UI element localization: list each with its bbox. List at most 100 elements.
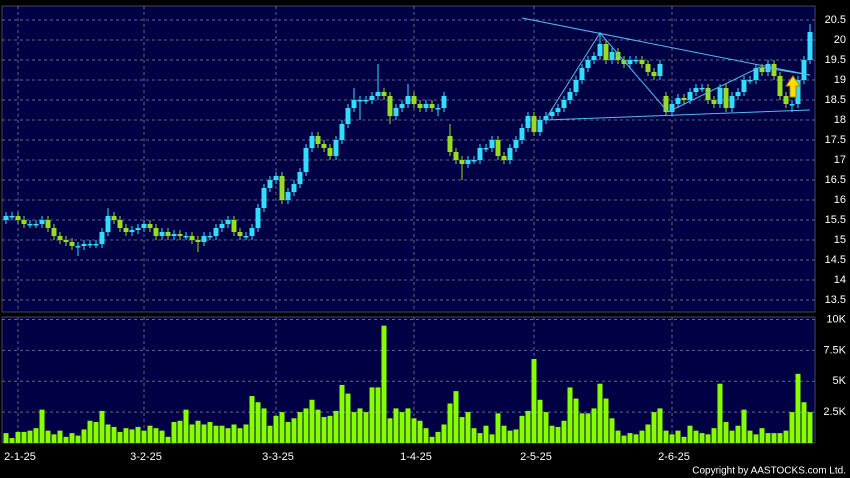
volume-bar	[519, 415, 525, 443]
candle-body	[597, 44, 603, 56]
candle-body	[711, 100, 717, 104]
candle-body	[507, 148, 513, 160]
candle-body	[321, 144, 327, 148]
volume-bar	[81, 429, 87, 443]
candle-body	[723, 88, 729, 108]
candle-body	[231, 220, 237, 232]
candle-body	[339, 124, 345, 140]
volume-bar	[435, 431, 441, 443]
candle-body	[309, 136, 315, 148]
candle-body	[537, 120, 543, 132]
candle-body	[621, 60, 627, 64]
candle-body	[195, 240, 201, 242]
candle-body	[453, 152, 459, 160]
volume-bar	[543, 412, 549, 443]
y-tick-label: 19	[834, 74, 846, 86]
candle-body	[477, 148, 483, 160]
grid: 13.5 14 14.5 15 15.5 16 16.5 17 17.5 18 18.5 19 19.5…	[2, 6, 847, 463]
volume-bar	[585, 413, 591, 443]
candle-body	[465, 160, 471, 164]
volume-bar	[381, 325, 387, 443]
volume-bar	[99, 410, 105, 443]
candle-body	[21, 220, 27, 224]
volume-bar	[771, 433, 777, 443]
volume-bar	[375, 387, 381, 443]
candle-body	[489, 140, 495, 148]
volume-bar	[279, 412, 285, 443]
candle-body	[75, 246, 81, 248]
candle-body	[189, 236, 195, 240]
x-tick-label: 1-4-25	[400, 451, 432, 463]
candle-body	[513, 140, 519, 148]
candle-body	[279, 176, 285, 200]
candle-body	[429, 104, 435, 108]
candle-body	[585, 60, 591, 68]
candle-body	[291, 184, 297, 192]
volume-bar	[27, 430, 33, 443]
candle-body	[357, 100, 363, 102]
candle-body	[201, 236, 207, 242]
candle-body	[51, 228, 57, 236]
candle-body	[657, 64, 663, 76]
volume-bar	[111, 426, 117, 443]
volume-bar	[447, 403, 453, 443]
candle-body	[483, 148, 489, 150]
volume-bar	[363, 412, 369, 443]
trend-line	[521, 17, 811, 76]
volume-bar	[537, 399, 543, 443]
volume-bar	[285, 422, 291, 443]
volume-bar	[369, 387, 375, 443]
volume-bar	[51, 434, 57, 443]
volume-bar	[651, 412, 657, 443]
volume-bar	[789, 412, 795, 443]
candle-body	[177, 234, 183, 236]
candle-body	[609, 52, 615, 60]
candle-body	[351, 100, 357, 108]
candle-body	[783, 96, 789, 104]
y-tick-label: 14	[834, 274, 846, 286]
volume-bar	[417, 420, 423, 443]
candle-body	[573, 80, 579, 92]
candle-body	[525, 116, 531, 128]
candle-body	[411, 96, 417, 104]
candle-body	[87, 244, 93, 246]
candle-body	[147, 224, 153, 228]
volume-bar	[489, 434, 495, 443]
candle-body	[243, 236, 249, 238]
volume-bar	[15, 431, 21, 443]
volume-bar	[723, 422, 729, 443]
volume-bar	[399, 412, 405, 443]
volume-bar	[393, 408, 399, 443]
candle-body	[639, 60, 645, 64]
y-tick-label: 15	[834, 234, 846, 246]
volume-bar	[219, 425, 225, 443]
volume-bar	[273, 415, 279, 443]
candle-body	[393, 108, 399, 116]
y-tick-label: 18	[834, 114, 846, 126]
candle-body	[435, 108, 441, 110]
volume-tick-label: 5K	[833, 375, 847, 387]
candle-body	[729, 96, 735, 108]
volume-bar	[177, 420, 183, 443]
candle-body	[33, 224, 39, 226]
volume-bar	[405, 408, 411, 443]
volume-bar	[657, 408, 663, 443]
candle-body	[165, 232, 171, 236]
volume-bar	[711, 428, 717, 443]
candle-body	[15, 216, 21, 220]
volume-bar	[615, 430, 621, 443]
volume-bar	[333, 410, 339, 443]
candle-body	[261, 188, 267, 208]
candle-body	[717, 88, 723, 104]
volume-bar	[759, 428, 765, 443]
candle-body	[129, 230, 135, 232]
candle-body	[549, 112, 555, 116]
candle-body	[345, 108, 351, 124]
y-tick-label: 15.5	[825, 214, 846, 226]
candle-body	[615, 52, 621, 60]
volume-bar	[555, 426, 561, 443]
volume-bar	[777, 433, 783, 443]
volume-bar	[609, 418, 615, 443]
volume-bar	[93, 422, 99, 443]
candle-body	[315, 136, 321, 144]
